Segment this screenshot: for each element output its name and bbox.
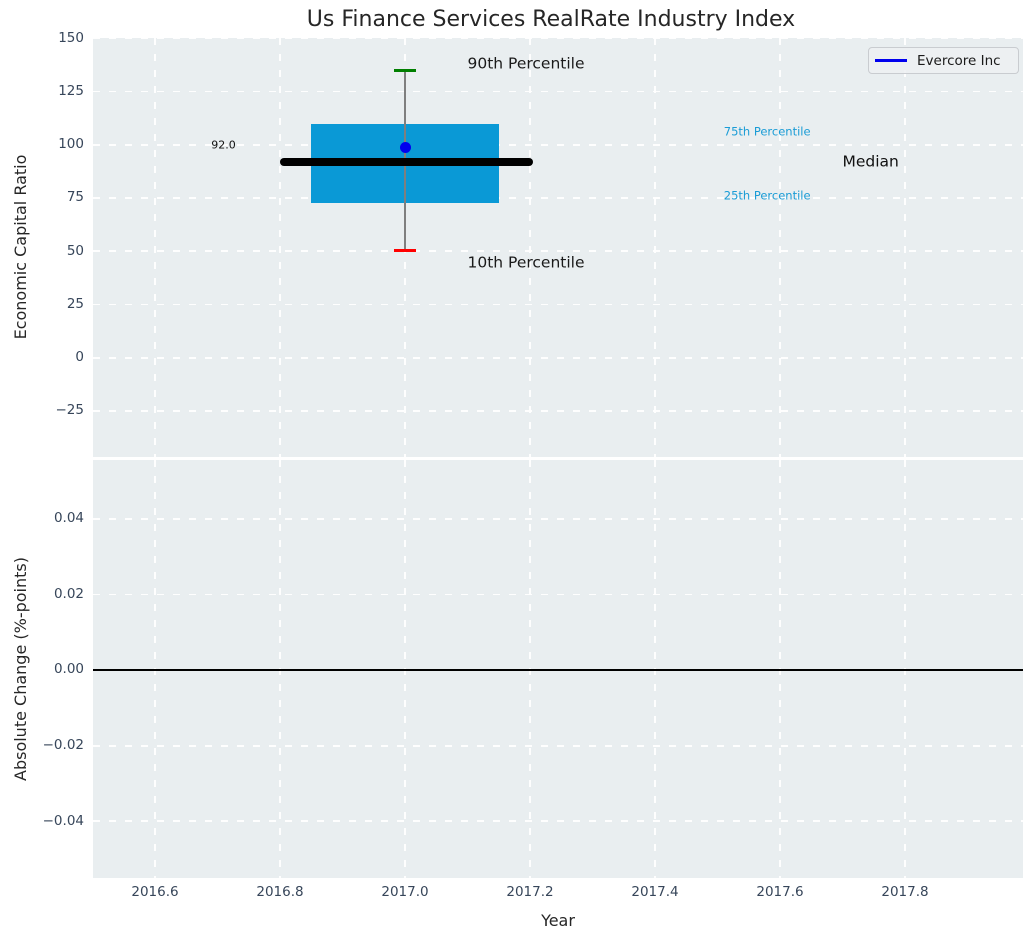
zero-line bbox=[93, 669, 1023, 671]
x-tick-label: 2017.6 bbox=[756, 884, 804, 900]
y-tick-label: 75 bbox=[66, 189, 84, 206]
y-tick-label: 100 bbox=[58, 136, 84, 153]
x-tick-label: 2017.8 bbox=[881, 884, 929, 900]
y-tick-label: 50 bbox=[66, 242, 84, 259]
legend: Evercore Inc bbox=[868, 47, 1019, 74]
annotation-25th-percentile: 25th Percentile bbox=[723, 188, 811, 203]
x-gridline bbox=[404, 460, 406, 878]
x-gridline bbox=[154, 38, 156, 457]
x-gridline bbox=[279, 460, 281, 878]
y-gridline bbox=[93, 356, 1023, 359]
x-tick-label: 2017.4 bbox=[631, 884, 679, 900]
whisker-cap-90th bbox=[394, 68, 416, 72]
annotation-75th-percentile: 75th Percentile bbox=[723, 124, 811, 139]
y-gridline bbox=[93, 518, 1023, 520]
y-gridline bbox=[93, 303, 1023, 306]
x-gridline bbox=[654, 460, 656, 878]
y-gridline bbox=[93, 38, 1023, 40]
y-gridline bbox=[93, 820, 1023, 823]
x-gridline bbox=[779, 38, 781, 457]
x-axis-label-year: Year bbox=[541, 911, 575, 930]
annotation-10th-percentile: 10th Percentile bbox=[467, 253, 585, 272]
annotation-median-value: 92.0 bbox=[211, 138, 236, 152]
y-tick-label: 150 bbox=[58, 29, 84, 46]
x-gridline bbox=[529, 38, 531, 457]
annotation-90th-percentile: 90th Percentile bbox=[467, 54, 585, 73]
y-tick-label: 25 bbox=[66, 295, 84, 312]
axes-absolute-change bbox=[93, 460, 1023, 878]
evercore-point bbox=[399, 142, 411, 154]
annotation-median: Median bbox=[842, 152, 899, 170]
y-tick-label: −0.04 bbox=[42, 812, 84, 829]
axes-economic-capital-ratio bbox=[93, 38, 1023, 457]
legend-label-evercore: Evercore Inc bbox=[917, 52, 1001, 69]
x-gridline bbox=[529, 460, 531, 878]
x-gridline bbox=[904, 460, 906, 878]
y-tick-label: 0.02 bbox=[53, 585, 84, 602]
x-gridline bbox=[779, 460, 781, 878]
x-gridline bbox=[654, 38, 656, 457]
y-tick-label: −25 bbox=[55, 402, 85, 419]
y-tick-label: 0.04 bbox=[53, 510, 84, 527]
x-gridline bbox=[904, 38, 906, 457]
y-gridline bbox=[93, 744, 1023, 747]
legend-line-icon bbox=[875, 59, 907, 62]
y-gridline bbox=[93, 593, 1023, 596]
chart-title: Us Finance Services RealRate Industry In… bbox=[306, 7, 796, 32]
y-tick-label: 0.00 bbox=[53, 661, 84, 678]
x-tick-label: 2016.6 bbox=[131, 884, 179, 900]
y-gridline bbox=[93, 410, 1023, 412]
median-line bbox=[280, 157, 534, 166]
y-gridline bbox=[93, 143, 1023, 146]
y-gridline bbox=[93, 90, 1023, 93]
y-gridline bbox=[93, 197, 1023, 199]
x-tick-label: 2017.2 bbox=[506, 884, 554, 900]
x-tick-label: 2016.8 bbox=[256, 884, 304, 900]
y-tick-label: 0 bbox=[75, 349, 84, 366]
x-gridline bbox=[279, 38, 281, 457]
y-tick-label: −0.02 bbox=[42, 737, 84, 754]
y-tick-label: 125 bbox=[58, 82, 84, 99]
x-tick-label: 2017.0 bbox=[381, 884, 429, 900]
whisker-cap-10th bbox=[394, 248, 416, 252]
y-gridline bbox=[93, 250, 1023, 253]
x-gridline bbox=[154, 460, 156, 878]
